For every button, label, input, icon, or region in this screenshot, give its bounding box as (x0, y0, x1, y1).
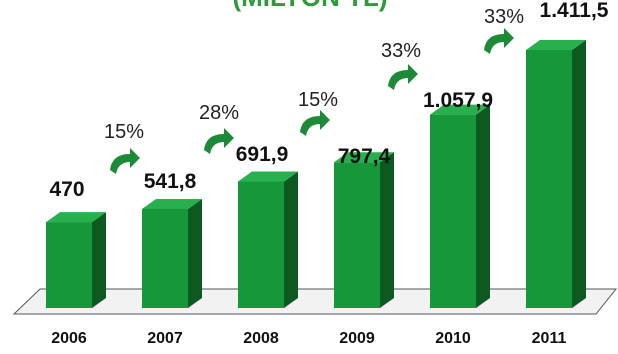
bar-top (334, 152, 394, 163)
x-tick-label: 2007 (147, 330, 183, 347)
curved-arrow-icon (484, 28, 514, 54)
data-label: 1.411,5 (540, 0, 609, 22)
growth-label: 15% (104, 121, 144, 143)
bar-2008 (238, 171, 298, 308)
growth-label: 28% (199, 102, 239, 124)
growth-label: 15% (298, 89, 338, 111)
data-label: 470 (49, 178, 84, 201)
bar-front (238, 181, 284, 308)
data-label: 541,8 (144, 170, 197, 193)
bar-top (142, 198, 202, 209)
curved-arrow-icon (204, 128, 234, 154)
curved-arrow-icon (300, 110, 330, 136)
bar-front (142, 208, 188, 308)
bar-2006 (46, 212, 106, 308)
bars (46, 40, 586, 309)
growth-label: 33% (484, 6, 524, 28)
x-tick-label: 2011 (532, 330, 567, 347)
bar-top (430, 104, 490, 115)
curved-arrow-icon (388, 64, 418, 90)
labels: 2006 2007 2008 2009 2010 2011 470 541,8 691,9 797… (49, 0, 608, 347)
bar-top (238, 171, 298, 182)
growth-arrows (110, 28, 514, 174)
bar-side (572, 40, 586, 308)
data-label: 691,9 (236, 143, 289, 166)
x-tick-label: 2010 (435, 330, 471, 347)
bar-2011 (526, 40, 586, 308)
bar-top (526, 40, 586, 50)
bar-front (526, 50, 572, 308)
growth-label: 33% (381, 40, 421, 62)
curved-arrow-icon (110, 148, 140, 174)
x-tick-label: 2009 (339, 330, 375, 347)
data-label: 1.057,9 (423, 89, 493, 112)
bar-side (188, 198, 202, 308)
x-tick-label: 2008 (243, 330, 279, 347)
bar-2010 (430, 104, 490, 309)
chart-title: (MİLYON TL) (232, 0, 387, 12)
bar-front (334, 162, 380, 308)
bar-side (476, 104, 490, 309)
data-label: 797,4 (338, 145, 391, 168)
bar-front (46, 222, 92, 308)
bar-side (92, 212, 106, 308)
bar-side (380, 152, 394, 308)
bar-2007 (142, 198, 202, 308)
bar-side (284, 171, 298, 308)
x-tick-label: 2006 (51, 330, 87, 347)
bar-2009 (334, 152, 394, 308)
bar-front (430, 114, 476, 309)
bar-top (46, 212, 106, 223)
